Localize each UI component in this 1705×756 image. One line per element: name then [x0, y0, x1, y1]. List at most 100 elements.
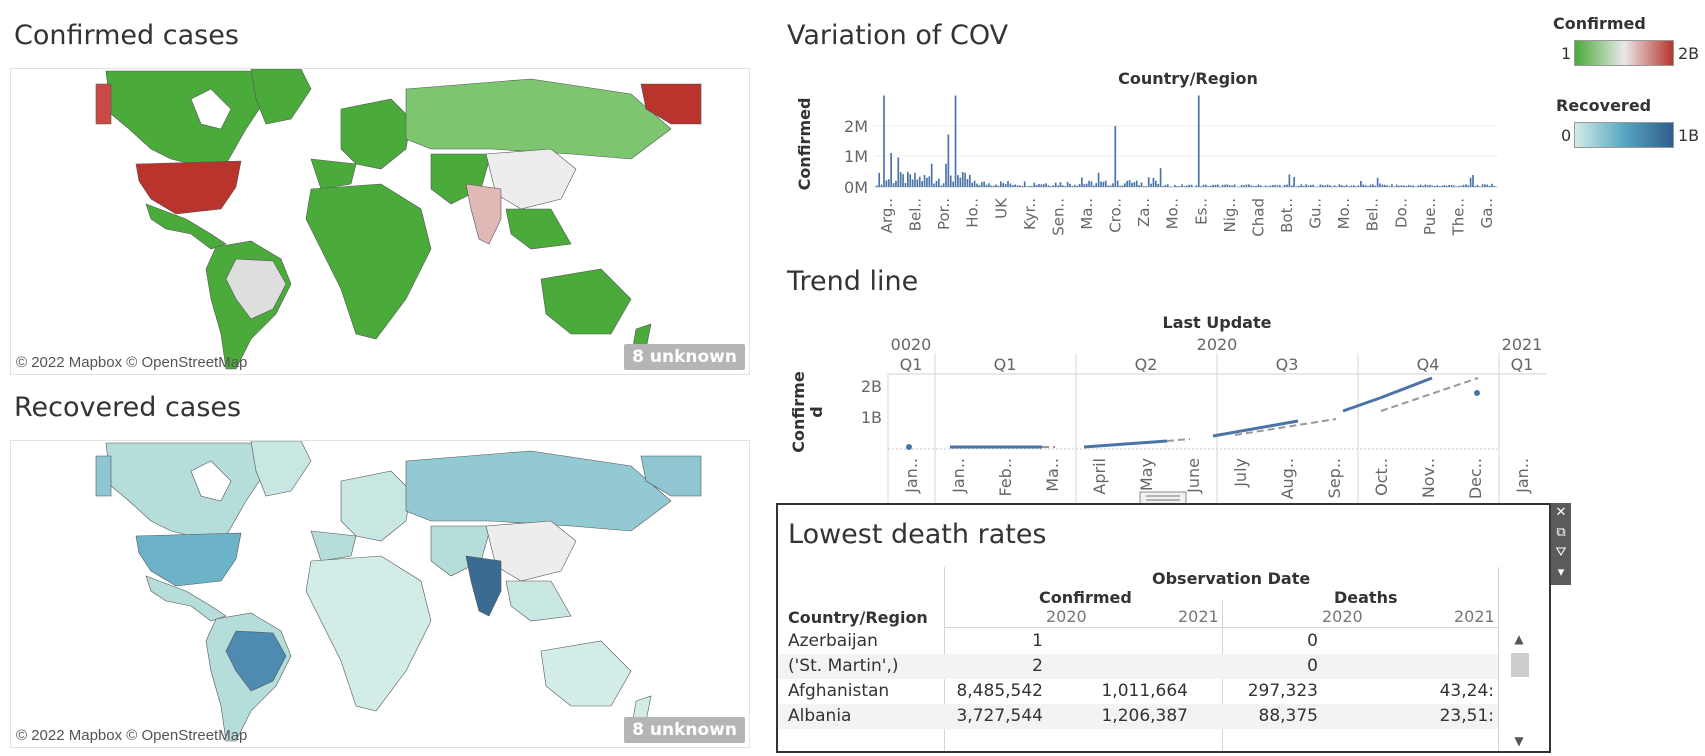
bar[interactable]	[1064, 186, 1067, 187]
bar[interactable]	[1090, 181, 1093, 187]
bar[interactable]	[1112, 183, 1114, 187]
bar[interactable]	[1341, 185, 1343, 187]
bar[interactable]	[1040, 184, 1043, 187]
bar[interactable]	[1128, 180, 1131, 187]
bar[interactable]	[964, 172, 966, 187]
scroll-down-icon[interactable]: ▼	[1514, 734, 1524, 748]
bar[interactable]	[916, 179, 919, 187]
bar[interactable]	[1083, 184, 1086, 187]
bar[interactable]	[1219, 186, 1222, 187]
bar[interactable]	[1085, 183, 1088, 187]
bar[interactable]	[1035, 184, 1038, 187]
bar[interactable]	[1095, 183, 1098, 187]
bar[interactable]	[1357, 185, 1360, 187]
bar[interactable]	[1386, 185, 1388, 187]
bar[interactable]	[1209, 185, 1212, 187]
bar[interactable]	[1157, 183, 1160, 187]
bar[interactable]	[1391, 184, 1393, 187]
bar[interactable]	[1207, 186, 1210, 187]
bar[interactable]	[897, 157, 900, 188]
bar[interactable]	[911, 179, 914, 187]
bar[interactable]	[966, 179, 969, 187]
bar[interactable]	[933, 183, 935, 187]
bar[interactable]	[1317, 186, 1319, 187]
bar[interactable]	[1283, 184, 1286, 187]
bar[interactable]	[1269, 185, 1272, 187]
bar[interactable]	[1460, 185, 1462, 187]
bar[interactable]	[1221, 184, 1224, 187]
bar[interactable]	[887, 179, 890, 187]
bar[interactable]	[947, 134, 950, 187]
bar[interactable]	[1274, 184, 1276, 187]
bar[interactable]	[1224, 184, 1226, 187]
bar[interactable]	[1412, 185, 1415, 187]
filter-icon[interactable]: ⛛	[1555, 545, 1567, 560]
bar[interactable]	[1362, 184, 1365, 187]
bar[interactable]	[1054, 182, 1057, 187]
bar[interactable]	[1348, 186, 1350, 187]
bar[interactable]	[1100, 181, 1102, 187]
bar[interactable]	[1028, 185, 1031, 187]
bar[interactable]	[1259, 185, 1262, 187]
bar[interactable]	[1147, 177, 1150, 187]
bar[interactable]	[985, 184, 988, 187]
bar[interactable]	[1369, 184, 1372, 187]
bar[interactable]	[1231, 185, 1233, 187]
bar[interactable]	[1190, 184, 1193, 187]
bar[interactable]	[1135, 180, 1138, 187]
bar[interactable]	[1138, 185, 1140, 187]
bar[interactable]	[1243, 185, 1245, 187]
bar[interactable]	[1286, 184, 1288, 187]
bar[interactable]	[1011, 185, 1014, 187]
bar[interactable]	[990, 185, 993, 187]
bar[interactable]	[1059, 182, 1062, 187]
unknown-count-badge[interactable]: 8 unknown	[624, 717, 745, 743]
bar[interactable]	[1403, 185, 1405, 188]
bar[interactable]	[1226, 184, 1229, 187]
bar[interactable]	[1422, 185, 1424, 187]
bar[interactable]	[1233, 184, 1236, 187]
bar[interactable]	[1150, 183, 1152, 187]
bar[interactable]	[1407, 184, 1410, 187]
bar[interactable]	[976, 183, 978, 187]
bar[interactable]	[1131, 182, 1133, 187]
bar[interactable]	[1109, 185, 1112, 187]
bar[interactable]	[1465, 184, 1467, 187]
bar[interactable]	[904, 183, 907, 187]
bar[interactable]	[1026, 186, 1028, 187]
bar[interactable]	[1488, 185, 1491, 187]
bar[interactable]	[1448, 185, 1450, 187]
bar[interactable]	[1438, 186, 1441, 187]
bar[interactable]	[895, 180, 897, 187]
bar[interactable]	[940, 185, 943, 187]
bar[interactable]	[1493, 185, 1496, 187]
bar[interactable]	[1264, 185, 1267, 187]
bar[interactable]	[1250, 185, 1253, 187]
bar[interactable]	[1214, 184, 1217, 187]
lowest-death-rates-panel[interactable]: Lowest death rates Observation Date Conf…	[776, 503, 1551, 753]
bar[interactable]	[1166, 184, 1169, 187]
scroll-up-icon[interactable]: ▲	[1514, 632, 1524, 646]
bar[interactable]	[1057, 185, 1059, 187]
bar[interactable]	[1360, 181, 1362, 187]
recovered-map[interactable]: © 2022 Mapbox © OpenStreetMap 8 unknown	[10, 440, 750, 748]
bar[interactable]	[1050, 186, 1052, 187]
bar[interactable]	[1267, 186, 1269, 187]
table-row[interactable]: ('St. Martin',) 2 0	[778, 654, 1498, 679]
bar[interactable]	[1343, 185, 1346, 187]
bar[interactable]	[1252, 186, 1255, 187]
bar[interactable]	[878, 172, 881, 187]
bar[interactable]	[1462, 184, 1465, 187]
bar[interactable]	[961, 172, 964, 187]
bar[interactable]	[1119, 185, 1121, 187]
bar[interactable]	[1133, 182, 1136, 187]
bar[interactable]	[1228, 185, 1231, 187]
bar[interactable]	[1212, 184, 1214, 187]
bar[interactable]	[1484, 184, 1486, 187]
bar[interactable]	[1383, 184, 1386, 187]
bar[interactable]	[1116, 180, 1119, 187]
bar[interactable]	[1436, 185, 1439, 187]
bar[interactable]	[1419, 184, 1422, 187]
bar[interactable]	[942, 183, 945, 187]
bar[interactable]	[1052, 185, 1055, 187]
